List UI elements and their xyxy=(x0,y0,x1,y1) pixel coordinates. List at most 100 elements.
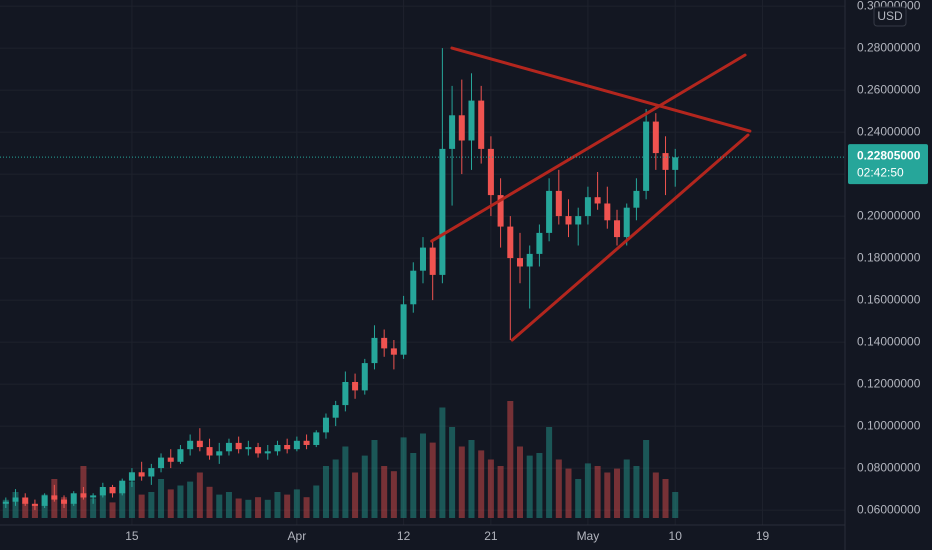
candle-body xyxy=(41,495,48,506)
y-tick-label: 0.06000000 xyxy=(857,502,921,516)
candle-body xyxy=(332,405,339,418)
volume-bar xyxy=(575,479,582,518)
candle-body xyxy=(516,258,524,267)
volume-bar xyxy=(225,492,232,518)
candle-body xyxy=(371,337,378,364)
candle-body xyxy=(633,190,640,208)
volume-bar xyxy=(410,453,417,518)
y-tick-label: 0.20000000 xyxy=(857,208,921,222)
volume-bar xyxy=(594,466,601,518)
volume-bar xyxy=(2,499,9,518)
candle-body xyxy=(458,115,465,141)
volume-bar xyxy=(468,440,475,518)
volume-bar xyxy=(643,440,650,518)
volume-bar xyxy=(487,459,494,518)
x-tick-label: 12 xyxy=(397,529,411,543)
candle-body xyxy=(555,190,562,217)
candle-body xyxy=(119,480,126,494)
candle-body xyxy=(672,157,679,170)
candle-body xyxy=(507,226,514,259)
candle-body xyxy=(148,468,155,477)
last-price-label: 0.22805000 xyxy=(857,148,921,162)
volume-bar xyxy=(177,485,184,518)
candle-body xyxy=(2,501,9,504)
volume-bar xyxy=(22,502,29,518)
volume-bar xyxy=(264,499,271,518)
candle-body xyxy=(264,451,271,454)
candle-body xyxy=(128,472,135,481)
volume-bar xyxy=(284,494,291,518)
currency-label: USD xyxy=(877,9,903,23)
candle-body xyxy=(643,121,650,191)
candle-body xyxy=(565,216,572,225)
volume-bar xyxy=(633,466,640,518)
volume-bar xyxy=(148,492,155,518)
volume-bar xyxy=(555,459,562,518)
volume-bar xyxy=(449,427,456,518)
y-tick-label: 0.18000000 xyxy=(857,250,921,264)
volume-bar xyxy=(245,499,252,518)
volume-bar xyxy=(419,433,426,518)
y-tick-label: 0.10000000 xyxy=(857,418,921,432)
candle-body xyxy=(478,100,485,149)
y-tick-label: 0.16000000 xyxy=(857,292,921,306)
volume-bar xyxy=(400,437,407,518)
volume-bar xyxy=(565,468,572,518)
volume-bar xyxy=(478,450,485,518)
candle-body xyxy=(381,337,388,349)
volume-bar xyxy=(507,401,514,518)
candle-body xyxy=(293,440,300,450)
volume-bar xyxy=(623,459,630,518)
candle-body xyxy=(80,493,87,498)
trendline xyxy=(450,46,752,133)
candle-body xyxy=(390,348,397,355)
volume-bar xyxy=(158,479,165,518)
volume-bar xyxy=(332,459,339,518)
candle-body xyxy=(12,497,19,502)
candle-body xyxy=(662,153,669,170)
candle-body xyxy=(575,216,582,225)
candle-body xyxy=(90,495,97,498)
candle-body xyxy=(468,100,475,141)
candle-body xyxy=(419,247,426,271)
volume-bar xyxy=(672,492,679,518)
volume-bar xyxy=(439,407,446,518)
candle-body xyxy=(400,304,407,355)
candle-body xyxy=(187,440,194,450)
volume-bar xyxy=(342,446,349,518)
trendline xyxy=(510,133,750,342)
candle-body xyxy=(594,197,601,204)
candle-body xyxy=(303,440,310,445)
volume-bar xyxy=(196,472,203,518)
candle-body xyxy=(109,486,116,494)
candle-body xyxy=(410,270,417,305)
trendline xyxy=(430,53,747,243)
volume-bar xyxy=(614,468,621,518)
volume-bar xyxy=(216,494,223,518)
candle-body xyxy=(22,497,29,504)
candle-body xyxy=(206,447,213,456)
x-tick-label: 15 xyxy=(125,529,139,543)
candle-body xyxy=(584,197,591,217)
volume-bar xyxy=(138,494,145,518)
volume-bar xyxy=(390,471,397,518)
candle-body xyxy=(487,148,494,196)
volume-bar xyxy=(90,498,97,518)
candle-body xyxy=(274,444,281,452)
y-tick-label: 0.14000000 xyxy=(857,334,921,348)
candle-body xyxy=(497,195,504,227)
candle-body xyxy=(255,447,262,454)
candle-body xyxy=(322,417,329,433)
candle-body xyxy=(439,148,446,275)
candle-body xyxy=(225,442,232,452)
x-tick-label: 10 xyxy=(669,529,683,543)
volume-bar xyxy=(313,485,320,518)
volume-bar xyxy=(255,497,262,518)
volume-bar xyxy=(361,455,368,518)
volume-bar xyxy=(381,466,388,518)
volume-bar xyxy=(119,485,126,518)
currency-badge xyxy=(873,6,907,27)
volume-bar xyxy=(458,446,465,518)
